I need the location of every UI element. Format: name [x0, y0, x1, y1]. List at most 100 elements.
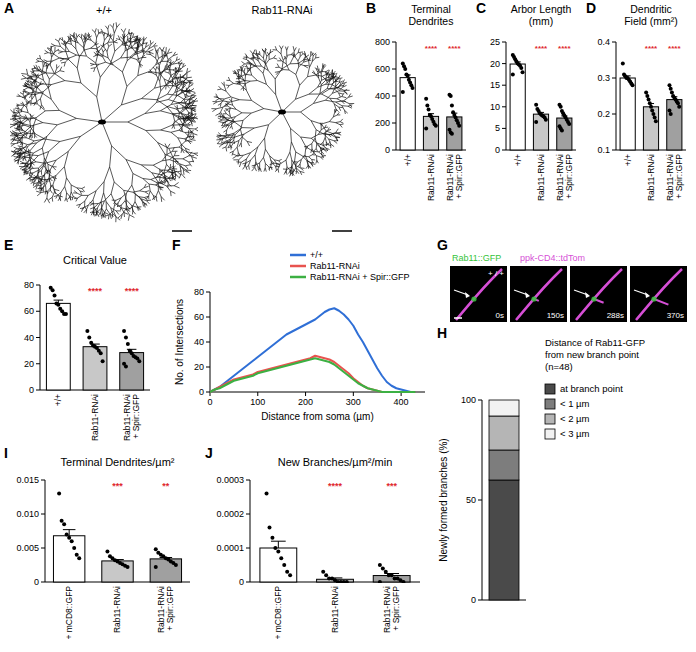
category-label: Rab11-RNAi: [646, 154, 656, 201]
legend-label: +/+: [310, 250, 323, 260]
significance: ****: [328, 481, 343, 491]
bar: [150, 559, 181, 582]
text-line: Rab11-RNAi: [646, 154, 656, 201]
category-label: Rab11-RNAi: [90, 394, 100, 441]
legend-label: < 3 µm: [560, 428, 590, 439]
bar-chart: ITerminal Dendrites/µm²00.0050.0100.015+…: [4, 445, 190, 640]
data-point: [559, 105, 563, 109]
bar: [510, 64, 525, 150]
x-tick: [257, 392, 258, 396]
y-tick: [246, 582, 250, 583]
y-tick: [612, 78, 616, 79]
y-tick: [206, 317, 210, 318]
y-axis-title: No. of Intersections: [174, 299, 185, 385]
text-line: (mm): [529, 15, 554, 27]
bar: [557, 118, 572, 150]
marks: [210, 308, 415, 392]
data-point: [56, 303, 60, 307]
data-point: [411, 86, 415, 90]
legend-swatch: [545, 384, 555, 394]
y-tick-label: 100: [461, 395, 476, 405]
y-tick: [41, 548, 45, 549]
y-tick-label: 0.015: [16, 475, 39, 485]
y-tick: [41, 582, 45, 583]
data-point: [53, 294, 57, 298]
panel-a: A+/+Rab11-RNAi: [4, 0, 354, 231]
panel-letter: C: [476, 0, 486, 16]
legend-swatch: [290, 254, 306, 257]
data-point: [677, 105, 681, 109]
data-point: [345, 580, 349, 583]
panel-letter: F: [172, 237, 181, 253]
data-point: [648, 101, 652, 105]
rab11-punctum: [471, 296, 476, 301]
legend-label: < 2 µm: [560, 413, 590, 424]
data-point: [265, 492, 269, 496]
y-tick-label: 200: [375, 118, 390, 128]
rab11-punctum: [591, 296, 596, 301]
y-tick-label: 20: [24, 359, 34, 369]
channel-label: ppk-CD4::tdTom: [520, 253, 585, 263]
chart-title: TerminalDendrites: [409, 3, 454, 27]
y-tick: [612, 114, 616, 115]
category-label: Rab11-RNAi: [112, 586, 122, 633]
scale-bar: [172, 230, 192, 232]
bar: [53, 536, 84, 582]
text-line: Field (mm²): [624, 15, 678, 27]
arrow-head: [465, 292, 470, 298]
y-tick: [478, 600, 482, 601]
line-chart: F0204060800100200300400Distance from som…: [172, 237, 425, 422]
y-tick-label: 60: [194, 312, 204, 322]
category-label: +/+: [513, 154, 523, 166]
data-point: [450, 132, 454, 136]
data-point: [631, 83, 635, 87]
bar: [533, 114, 548, 150]
legend: at branch point< 1 µm< 2 µm< 3 µm: [545, 383, 623, 439]
bar-chart: DDendriticField (mm²)0.10.20.30.4+/+Rab1…: [586, 0, 686, 201]
y-tick: [502, 85, 506, 86]
marks: [260, 492, 410, 583]
data-point: [87, 336, 91, 340]
legend-label: Rab11-RNAi: [310, 261, 360, 271]
significance: ***: [112, 481, 123, 491]
panel-letter: E: [4, 237, 13, 253]
data-point: [282, 563, 286, 567]
bar-segment: [489, 400, 519, 416]
y-tick-label: 50: [466, 495, 476, 505]
y-tick: [478, 400, 482, 401]
data-point: [126, 342, 130, 346]
data-point: [654, 119, 658, 123]
bar: [120, 353, 144, 390]
legend-swatch: [290, 276, 306, 279]
category-label: Rab11-RNAi+ Spir::GFP: [122, 394, 141, 441]
chart-title: Distance of Rab11-GFPfrom new branch poi…: [545, 337, 645, 372]
scale-bar: [454, 317, 462, 319]
data-point: [511, 72, 515, 76]
significance: ****: [88, 286, 103, 296]
category-label: +/+: [403, 154, 413, 166]
y-tick-label: 0: [239, 577, 244, 587]
y-tick: [612, 42, 616, 43]
rab11-punctum: [531, 296, 536, 301]
data-point: [434, 124, 438, 128]
arrow-head: [645, 292, 650, 298]
panel-letter: J: [205, 445, 213, 461]
category-label: +/+: [53, 394, 63, 406]
panel-letter: B: [366, 0, 376, 16]
y-tick-label: 0: [29, 385, 34, 395]
data-point: [449, 94, 453, 98]
bar-segment: [489, 450, 519, 480]
data-point: [651, 112, 655, 116]
y-tick-label: 20: [194, 362, 204, 372]
y-tick-label: 40: [24, 333, 34, 343]
marks: [489, 400, 519, 600]
text-line: Rab11-RNAi: [536, 154, 546, 201]
marks: [53, 492, 181, 582]
panel-letter: H: [437, 325, 447, 341]
soma: [98, 120, 106, 125]
y-tick-label: 0.010: [16, 509, 39, 519]
data-point: [378, 563, 382, 567]
bar-segment: [489, 416, 519, 450]
genotype-label: + / +: [488, 269, 504, 278]
data-point: [669, 87, 673, 91]
